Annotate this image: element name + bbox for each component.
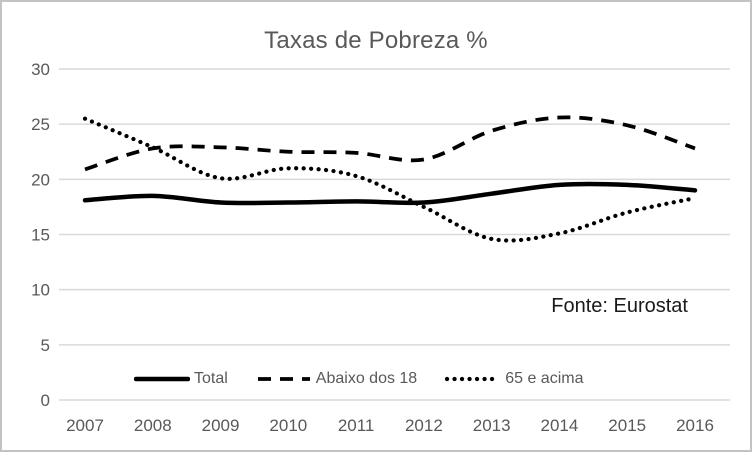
y-axis-label: 25: [31, 115, 50, 134]
series-line-total: [82, 181, 698, 206]
x-axis-label: 2013: [473, 416, 511, 435]
x-axis-label: 2007: [66, 416, 104, 435]
y-axis-label: 30: [31, 60, 50, 79]
legend-label: 65 e acima: [505, 370, 584, 387]
legend-item-total: Total: [134, 370, 228, 388]
x-axis-label: 2016: [676, 416, 714, 435]
legend-item-65-e-acima: 65 e acima: [445, 370, 583, 388]
chart-title: Taxas de Pobreza %: [264, 27, 488, 54]
legend-swatch-solid-line: [134, 376, 190, 382]
y-axis-label: 5: [41, 336, 50, 355]
legend-label: Total: [194, 370, 228, 387]
legend-swatch-dotted-line: [445, 376, 502, 382]
x-axis-label: 2008: [134, 416, 172, 435]
legend: Total Abaixo dos 18 65 e acima: [134, 370, 583, 388]
x-axis-label: 2009: [202, 416, 240, 435]
y-axis-label: 0: [41, 391, 50, 410]
x-axis-label: 2012: [405, 416, 443, 435]
y-axis-label: 20: [31, 170, 50, 189]
x-axis-label: 2015: [608, 416, 646, 435]
legend-label: Abaixo dos 18: [315, 370, 418, 387]
series-line-abaixo-dos-18: [84, 115, 696, 172]
x-axis-label: 2011: [338, 416, 375, 435]
y-axis-label: 15: [31, 226, 50, 245]
y-axis-label: 10: [31, 281, 50, 300]
legend-item-abaixo-dos-18: Abaixo dos 18: [256, 370, 417, 388]
source-note: Fonte: Eurostat: [551, 295, 688, 317]
series-line-65-e-acima: [82, 116, 698, 243]
x-axis-label: 2014: [541, 416, 579, 435]
legend-swatch-dashed-line: [257, 377, 310, 381]
x-axis-label: 2010: [269, 416, 307, 435]
